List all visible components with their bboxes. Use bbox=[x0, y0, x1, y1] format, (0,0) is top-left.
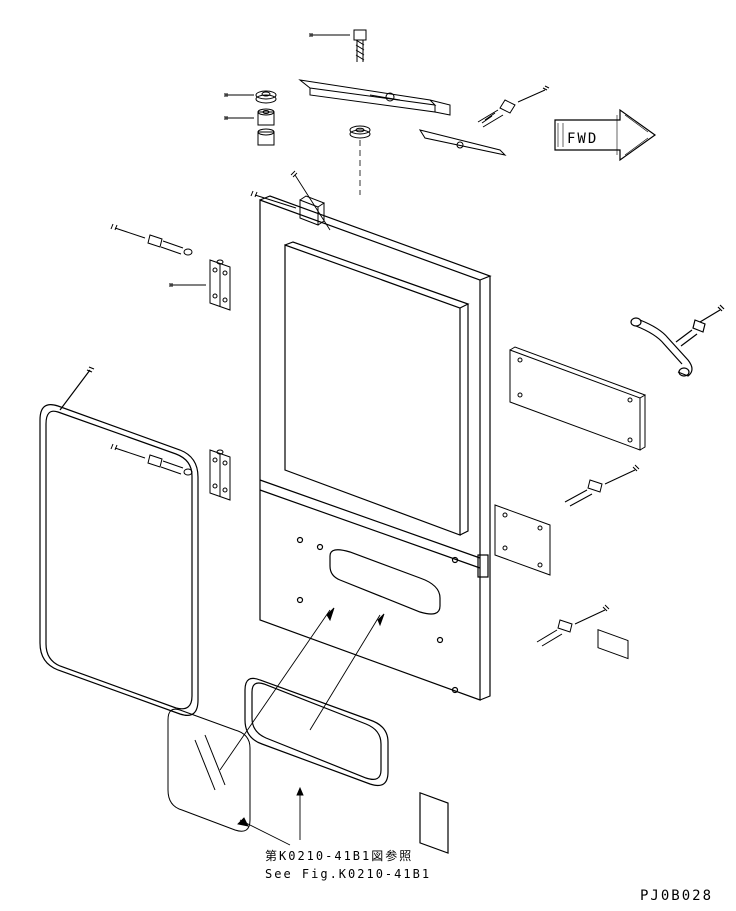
hinge-upper bbox=[170, 260, 230, 310]
hinge-lower bbox=[210, 450, 230, 500]
reference-en: See Fig.K0210-41B1 bbox=[265, 867, 431, 881]
diagram-canvas: FWD bbox=[0, 0, 736, 911]
grip-handle bbox=[631, 305, 724, 376]
hinge-bolts-lower bbox=[111, 444, 192, 475]
hinge-bolts-upper bbox=[111, 224, 192, 255]
stopper-arm bbox=[300, 80, 505, 155]
angled-bolt-tr bbox=[478, 86, 549, 127]
oval-leaders bbox=[220, 608, 384, 845]
fwd-arrow: FWD bbox=[555, 110, 655, 160]
reference-jp: 第K0210-41B1図参照 bbox=[265, 848, 413, 863]
large-gasket bbox=[40, 367, 198, 715]
bolt-to-plate bbox=[565, 465, 639, 506]
small-plate-right bbox=[495, 505, 550, 575]
top-bolt-vertical bbox=[310, 30, 366, 62]
small-oval-gasket bbox=[245, 678, 388, 785]
center-washer bbox=[350, 126, 370, 138]
diagram-code: PJ0B028 bbox=[640, 888, 713, 904]
door-frame bbox=[260, 196, 490, 853]
washer-nut-stack bbox=[225, 91, 276, 145]
fwd-label: FWD bbox=[567, 131, 598, 147]
small-oval-glass bbox=[168, 709, 250, 831]
frame-leader bbox=[291, 171, 330, 230]
cover-plate bbox=[510, 347, 645, 659]
